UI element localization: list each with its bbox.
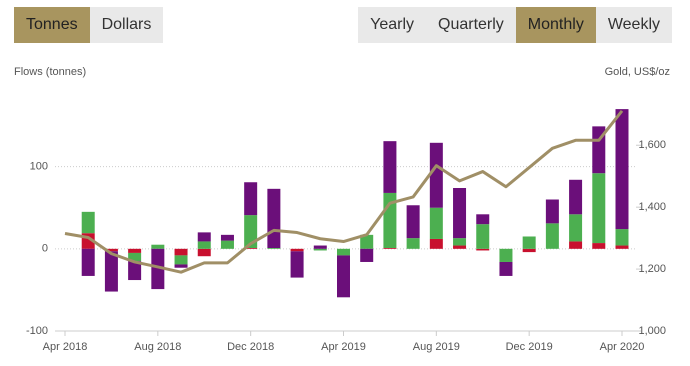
bar-segment xyxy=(360,248,374,262)
toggle-button[interactable]: Weekly xyxy=(595,7,672,43)
bar-segment xyxy=(174,255,188,265)
bar-segment xyxy=(453,238,467,246)
y-tick-label: -100 xyxy=(26,325,48,337)
x-tick-label: Aug 2019 xyxy=(413,341,460,353)
toggle-button[interactable]: Monthly xyxy=(515,7,596,43)
bar-segment xyxy=(244,247,258,249)
bar-segment xyxy=(592,243,606,249)
bar-segment xyxy=(615,245,629,249)
bar-segment xyxy=(522,236,536,249)
bar-segment xyxy=(615,109,629,230)
bar-segment xyxy=(360,234,374,249)
bar-segment xyxy=(128,261,142,281)
bar-segment xyxy=(267,188,281,248)
toggle-button[interactable]: Tonnes xyxy=(14,7,90,43)
y2-tick-label: 1,600 xyxy=(638,139,666,151)
x-tick-label: Apr 2018 xyxy=(43,341,88,353)
x-tick-label: Apr 2019 xyxy=(321,341,366,353)
bar-segment xyxy=(499,248,513,262)
bar-segment xyxy=(151,248,165,290)
unit-toggle: Tonnes Dollars xyxy=(14,7,164,43)
bar-segment xyxy=(104,251,118,292)
bar-segment xyxy=(244,182,258,216)
bar-segment xyxy=(81,211,95,234)
bar-segment xyxy=(197,248,211,257)
bar-segment xyxy=(545,199,559,224)
y2-tick-label: 1,400 xyxy=(638,201,666,213)
bar-segment xyxy=(499,261,513,276)
bar-segment xyxy=(453,245,467,249)
toggle-button[interactable]: Dollars xyxy=(89,7,164,43)
bar-segment xyxy=(244,215,258,248)
bar-segment xyxy=(104,248,118,252)
bar-segment xyxy=(220,240,234,249)
x-tick-label: Aug 2018 xyxy=(134,341,181,353)
price-line xyxy=(64,109,624,274)
bar-segment xyxy=(406,238,420,249)
bar-segment xyxy=(128,252,142,262)
y-axis-label: Flows (tonnes) xyxy=(14,66,86,78)
x-tick-label: Apr 2020 xyxy=(600,341,645,353)
bar-segment xyxy=(128,248,142,253)
bar-segment xyxy=(569,214,583,242)
bar-segment xyxy=(569,241,583,249)
bar-segment xyxy=(337,248,350,256)
bar-segment xyxy=(220,234,234,241)
y2-axis-label: Gold, US$/oz xyxy=(605,66,670,78)
bar-segment xyxy=(313,248,327,251)
bar-segment xyxy=(197,232,211,242)
bar-segment xyxy=(406,205,420,239)
bar-segment xyxy=(197,241,211,249)
bar-segment xyxy=(337,255,350,298)
bar-segment xyxy=(453,188,467,239)
bar-segment xyxy=(476,224,490,249)
period-toggle: Yearly Quarterly Monthly Weekly xyxy=(358,7,672,43)
bar-segment xyxy=(313,245,327,249)
bar-segment xyxy=(290,251,304,278)
bar-segment xyxy=(615,229,629,246)
bar-segment xyxy=(174,248,188,256)
bar-segment xyxy=(569,179,583,215)
bar-segment xyxy=(476,248,490,251)
x-tick-label: Dec 2019 xyxy=(506,341,553,353)
bar-segment xyxy=(290,248,304,252)
bar-segment xyxy=(429,238,443,249)
bar-segment xyxy=(267,247,281,249)
toggle-button[interactable]: Quarterly xyxy=(426,7,516,43)
y2-tick-label: 1,000 xyxy=(638,325,666,337)
bar-segment xyxy=(81,248,95,276)
y-tick-label: 100 xyxy=(30,161,48,173)
bar-segment xyxy=(429,207,443,239)
bar-segment xyxy=(383,247,397,249)
bar-segment xyxy=(429,142,443,208)
bar-segment xyxy=(151,244,165,249)
y-tick-label: 0 xyxy=(42,243,48,255)
bar-segment xyxy=(383,141,397,193)
toggle-button[interactable]: Yearly xyxy=(358,7,426,43)
bar-segment xyxy=(174,264,188,268)
x-tick-label: Dec 2018 xyxy=(227,341,274,353)
bar-segment xyxy=(522,248,536,253)
bar-segment xyxy=(476,214,490,225)
y2-tick-label: 1,200 xyxy=(638,263,666,275)
bar-segment xyxy=(545,223,559,249)
bar-segment xyxy=(592,173,606,244)
